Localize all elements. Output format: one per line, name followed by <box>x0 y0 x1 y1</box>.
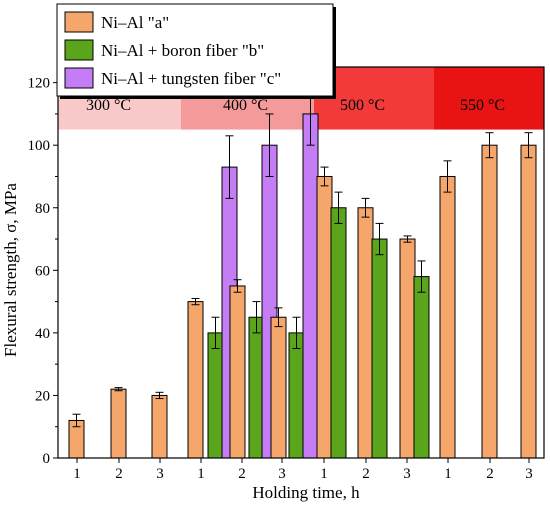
y-tick-label: 20 <box>35 388 50 404</box>
bar-a <box>270 316 287 459</box>
bar-b <box>371 238 388 459</box>
axes: 1 2 3 1 2 3 1 2 3 1 2 3 0 20 40 60 80 100 120 <box>28 66 545 482</box>
x-tick-label: 2 <box>486 466 494 482</box>
y-tick-label: 0 <box>43 451 51 467</box>
x-tick-label: 2 <box>238 466 246 482</box>
bar-a <box>357 207 374 459</box>
x-tick-label: 2 <box>115 466 123 482</box>
bar-a <box>316 175 333 459</box>
legend-label-b: Ni–Al + boron fiber "b" <box>101 41 264 60</box>
bar-a <box>439 175 456 459</box>
legend-swatch-c <box>64 67 94 89</box>
x-tick-label: 1 <box>73 466 81 482</box>
bar-b <box>207 332 224 459</box>
x-tick-label: 1 <box>444 466 452 482</box>
x-axis-label: Holding time, h <box>252 483 360 502</box>
x-tick-label: 2 <box>362 466 370 482</box>
legend-label-a: Ni–Al "a" <box>101 13 169 32</box>
bar-a <box>229 285 246 459</box>
y-tick-label: 80 <box>35 201 50 217</box>
band-label: 550 °C <box>460 97 505 114</box>
y-axis-label: Flexural strength, σ, MPa <box>1 183 20 357</box>
legend-box <box>56 3 334 97</box>
y-tick-label: 120 <box>28 76 51 92</box>
bar-marks <box>68 82 537 459</box>
bar-b <box>330 207 347 459</box>
bar-b <box>288 332 305 459</box>
x-tick-label: 3 <box>278 466 286 482</box>
y-tick-label: 60 <box>35 263 50 279</box>
bar-a <box>481 144 498 459</box>
bar-a <box>110 388 127 459</box>
bar-a <box>520 144 537 459</box>
x-tick-label: 3 <box>156 466 164 482</box>
bar-c <box>302 113 319 459</box>
x-tick-label: 1 <box>197 466 205 482</box>
band-label: 300 °C <box>86 97 131 114</box>
band-label: 500 °C <box>340 97 385 114</box>
bar-b <box>413 276 430 459</box>
legend: Ni–Al "a" Ni–Al + boron fiber "b" Ni–Al + … <box>56 3 336 99</box>
x-tick-label: 1 <box>320 466 328 482</box>
band-4 <box>434 67 544 130</box>
y-tick-label: 40 <box>35 326 50 342</box>
bar-a <box>151 394 168 459</box>
x-tick-label: 3 <box>525 466 533 482</box>
x-tick-label: 3 <box>403 466 411 482</box>
legend-label-c: Ni–Al + tungsten fiber "c" <box>101 69 281 88</box>
bar-a <box>187 301 204 459</box>
y-tick-label: 100 <box>28 138 51 154</box>
legend-swatch-a <box>64 11 94 33</box>
bar-a <box>399 238 416 459</box>
legend-swatch-b <box>64 39 94 61</box>
band-label: 400 °C <box>223 97 268 114</box>
